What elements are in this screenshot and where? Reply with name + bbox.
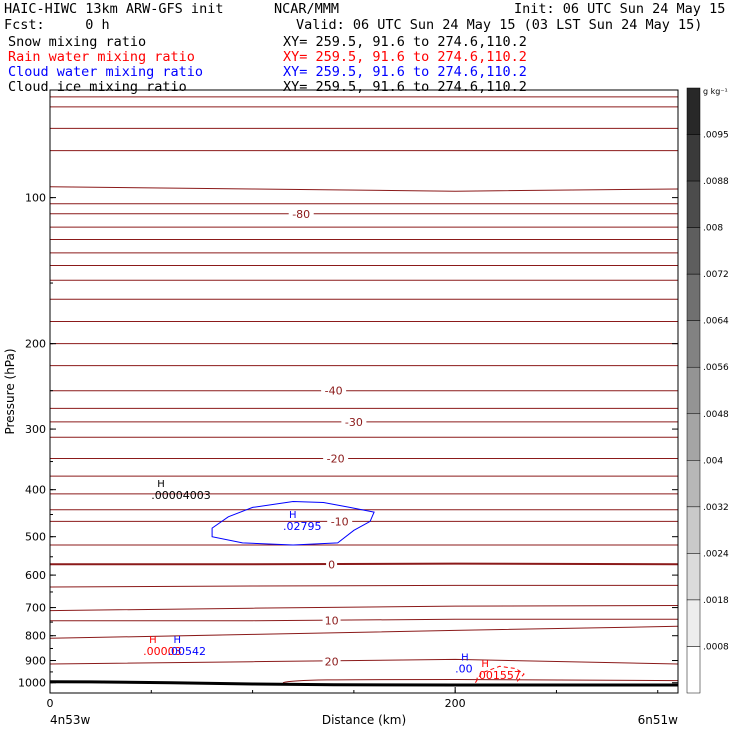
field-xy-cloud-water: XY= 259.5, 91.6 to 274.6,110.2	[283, 64, 527, 80]
color-bar-label: .0056	[703, 363, 729, 373]
rain-value: .00003	[143, 645, 182, 658]
cloud-water-small-h-marker: H	[461, 653, 469, 664]
cloud-water-low-value: .00542	[167, 645, 206, 658]
temperature-contour	[50, 625, 678, 639]
color-bar-label: .0064	[703, 317, 729, 327]
y-tick-label: 1000	[18, 677, 46, 690]
snow-value: .00004003	[151, 489, 211, 502]
cloud-water-value: .02795	[283, 520, 322, 533]
color-bar-segment	[686, 227, 701, 275]
color-bar-segment	[686, 460, 701, 508]
y-axis-title: Pressure (hPa)	[3, 348, 17, 434]
y-tick-label: 500	[25, 531, 46, 544]
cloud-water-h-marker: H	[289, 510, 297, 521]
rain-low-h-marker: H	[481, 659, 489, 670]
temperature-contour	[50, 186, 678, 192]
y-tick-label: 600	[25, 569, 46, 582]
color-bar-segment	[686, 366, 701, 415]
y-tick-label: 400	[25, 484, 46, 497]
color-bar-label: .0018	[703, 596, 729, 606]
y-tick-label: 800	[25, 630, 46, 643]
y-tick-label: 100	[25, 192, 46, 205]
temperature-label-bg	[322, 654, 341, 668]
color-bar-label: .0048	[703, 410, 729, 420]
temperature-contour-label: -40	[325, 385, 343, 398]
cloud-water-low-h-marker: H	[173, 635, 181, 646]
temperature-label-bg	[327, 514, 353, 528]
cloud-water-small-value: .00	[455, 663, 473, 676]
y-tick-label: 200	[25, 338, 46, 351]
color-bar-segment	[686, 273, 701, 321]
temperature-label-bg	[322, 613, 341, 627]
color-bar-label: .008	[703, 224, 723, 234]
y-tick-label: 300	[25, 423, 46, 436]
color-bar-segment	[686, 506, 701, 554]
temperature-contour	[50, 605, 678, 612]
field-label-rain: Rain water mixing ratio	[8, 49, 195, 65]
temperature-contour	[282, 679, 678, 684]
temperature-contour-label: 20	[325, 656, 339, 669]
x-tick-label: 200	[445, 697, 466, 710]
plot-content: -80-40-30-20-1001020H.00004003H.02795H.0…	[50, 96, 678, 687]
color-bar-segment	[686, 553, 701, 601]
color-bar-segment	[686, 87, 701, 135]
color-bar-segment	[686, 413, 701, 461]
temperature-contour	[50, 584, 678, 588]
field-label-cloud-water: Cloud water mixing ratio	[8, 64, 204, 80]
color-bar-segment	[686, 599, 701, 647]
field-label-cloud-ice: Cloud ice mixing ratio	[8, 79, 187, 95]
temperature-contour	[50, 618, 678, 622]
rain-low-value: .001557	[475, 669, 520, 682]
header-title-left: HAIC-HIWC 13km ARW-GFS init	[4, 1, 224, 17]
header-init-time: Init: 06 UTC Sun 24 May 15	[514, 1, 726, 17]
field-xy-rain: XY= 259.5, 91.6 to 274.6,110.2	[283, 49, 527, 65]
endpoint-right-label: 6n51w	[638, 713, 679, 727]
temperature-contour-label: -20	[327, 453, 345, 466]
color-bar-segment	[686, 646, 701, 694]
header-title-center: NCAR/MMM	[274, 1, 340, 17]
color-bar-label: .0088	[703, 177, 729, 187]
cloud-water-contour	[211, 500, 375, 546]
y-tick-label: 700	[25, 602, 46, 615]
color-bar-label: .004	[703, 456, 723, 466]
temperature-contour	[50, 562, 678, 566]
field-xy-cloud-ice: XY= 259.5, 91.6 to 274.6,110.2	[283, 79, 527, 95]
y-tick-label: 900	[25, 655, 46, 668]
x-tick-label: 0	[47, 697, 54, 710]
color-bar-segment	[686, 134, 701, 182]
plot-frame	[49, 89, 679, 694]
temperature-contour-label: -80	[292, 208, 310, 221]
endpoint-left-label: 4n53w	[50, 713, 91, 727]
color-bar-label: .0072	[703, 270, 729, 280]
color-bar-label: .0008	[703, 642, 729, 652]
snow-h-marker: H	[157, 479, 165, 490]
header-valid-time: Valid: 06 UTC Sun 24 May 15 (03 LST Sun …	[296, 17, 703, 33]
temperature-contour-label: -10	[331, 515, 349, 528]
color-bar-label: .0024	[703, 549, 729, 559]
temperature-label-bg	[341, 414, 367, 428]
temperature-label-bg	[321, 383, 347, 397]
temperature-label-bg	[288, 206, 314, 220]
x-axis-title: Distance (km)	[322, 713, 406, 727]
temperature-contour-label: 10	[325, 615, 339, 628]
temperature-label-bg	[326, 557, 338, 571]
temperature-label-bg	[323, 451, 349, 465]
header-forecast-hour: Fcst: 0 h	[4, 17, 110, 33]
color-bar-unit: g kg⁻¹	[703, 87, 728, 96]
terrain-line	[50, 680, 678, 687]
rain-contour	[474, 665, 525, 684]
color-bar-label: .0032	[703, 503, 729, 513]
temperature-contour	[50, 658, 678, 665]
color-bar-segment	[686, 180, 701, 228]
temperature-contour-label: -30	[345, 416, 363, 429]
rain-h-marker: H	[149, 635, 157, 646]
field-xy-snow: XY= 259.5, 91.6 to 274.6,110.2	[283, 34, 527, 50]
color-bar-segment	[686, 320, 701, 368]
temperature-contour-label: 0	[328, 558, 335, 571]
field-label-snow: Snow mixing ratio	[8, 34, 147, 50]
color-bar-label: .0095	[703, 131, 729, 141]
